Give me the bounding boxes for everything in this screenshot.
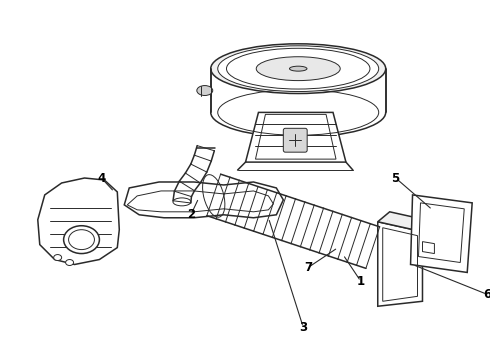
Text: 4: 4 [98, 171, 105, 185]
Ellipse shape [218, 46, 379, 91]
Text: 5: 5 [392, 171, 400, 185]
Polygon shape [124, 182, 283, 218]
Polygon shape [211, 69, 386, 112]
Polygon shape [245, 112, 346, 162]
Polygon shape [411, 195, 472, 273]
Text: 2: 2 [187, 208, 195, 221]
Ellipse shape [64, 226, 99, 253]
Text: 7: 7 [304, 261, 312, 274]
Polygon shape [207, 174, 380, 268]
Ellipse shape [290, 66, 307, 71]
Text: 1: 1 [357, 275, 365, 288]
Text: 6: 6 [483, 288, 490, 301]
Polygon shape [378, 222, 422, 306]
Ellipse shape [66, 260, 74, 265]
Ellipse shape [197, 86, 213, 95]
Polygon shape [422, 242, 435, 253]
Ellipse shape [211, 87, 386, 137]
FancyBboxPatch shape [283, 128, 307, 152]
Text: 3: 3 [299, 321, 307, 334]
Polygon shape [173, 145, 214, 203]
Ellipse shape [256, 57, 340, 81]
Polygon shape [38, 178, 119, 265]
Polygon shape [211, 69, 386, 113]
Polygon shape [378, 212, 435, 232]
Ellipse shape [54, 255, 62, 261]
Ellipse shape [211, 44, 386, 94]
